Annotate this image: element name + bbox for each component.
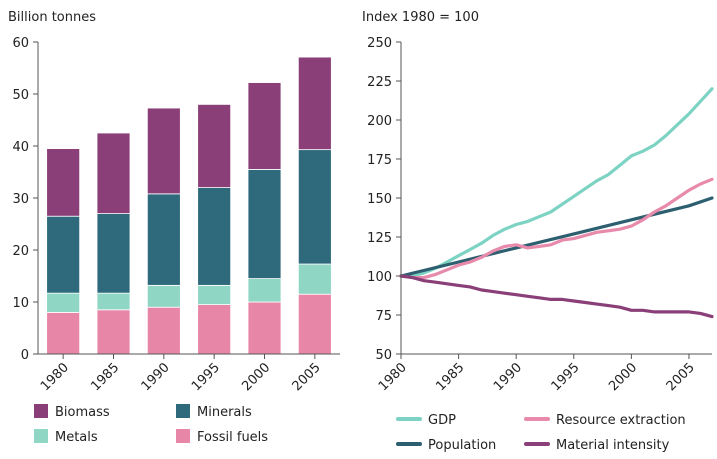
bar-x-tick-label: 1995	[189, 360, 223, 394]
bar-x-tick-label: 2005	[290, 360, 324, 394]
line-x-tick-label: 1990	[491, 360, 525, 394]
legend-label-minerals: Minerals	[197, 405, 252, 420]
line-x-tick-label: 1980	[376, 360, 410, 394]
bar-segment-metals-1985	[96, 292, 131, 311]
bar-y-tick-label: 10	[12, 296, 29, 311]
legend-label-metals: Metals	[55, 430, 98, 445]
bar-segment-fossil-fuels-1990	[146, 306, 181, 355]
bar-x-tick-label: 1990	[139, 360, 173, 394]
bar-y-axis: 0 10 20 30 40 50 60	[12, 36, 38, 363]
bar-segment-fossil-fuels-2000	[247, 301, 282, 355]
bar-segment-metals-1995	[197, 284, 232, 305]
bar-legend: Biomass Minerals Metals Fossil fuels	[34, 404, 268, 445]
bar-segment-minerals-1980	[46, 215, 81, 294]
bar-segment-fossil-fuels-1980	[46, 311, 81, 355]
bar-segment-fossil-fuels-2005	[297, 293, 332, 355]
bar-segment-minerals-2000	[247, 168, 282, 279]
line-population	[399, 196, 714, 278]
bar-y-tick-label: 30	[12, 192, 29, 207]
legend-label-biomass: Biomass	[55, 405, 110, 420]
line-x-tick-label: 2000	[606, 360, 640, 394]
stacked-bar-chart: Billion tonnes 0 10 20 30 40 50 60 1980 1985 199…	[8, 10, 340, 445]
bar-segment-minerals-1995	[197, 187, 232, 286]
bar-segment-metals-2005	[297, 263, 332, 295]
line-y-tick-label: 125	[367, 231, 392, 246]
line-x-tick-label: 1985	[433, 360, 467, 394]
bar-segment-minerals-1985	[96, 213, 131, 294]
line-y-tick-label: 175	[367, 153, 392, 168]
bar-segment-biomass-1980	[46, 148, 81, 217]
bar-segment-metals-1990	[146, 284, 181, 308]
bar-x-axis: 1980 1985 1990 1995 2000 2005	[38, 354, 324, 394]
line-y-tick-label: 100	[367, 270, 392, 285]
bar-segment-biomass-1995	[197, 104, 232, 188]
line-y-tick-label: 150	[367, 192, 392, 207]
legend-label-gdp: GDP	[428, 413, 456, 428]
line-y-tick-label: 225	[367, 75, 392, 90]
line-x-axis: 1980 1985 1990 1995 2000 2005	[376, 354, 698, 394]
line-y-tick-label: 50	[375, 348, 392, 363]
line-x-tick-label: 1995	[549, 360, 583, 394]
legend-label-population: Population	[428, 438, 496, 453]
legend-swatch-biomass	[34, 404, 48, 418]
line-chart-unit-label: Index 1980 = 100	[362, 10, 479, 25]
bar-segment-minerals-1990	[146, 193, 181, 286]
line-y-tick-label: 200	[367, 114, 392, 129]
bar-segment-metals-2000	[247, 278, 282, 303]
line-y-tick-label: 75	[375, 309, 392, 324]
bar-segment-biomass-2005	[297, 56, 332, 151]
bar-x-tick-label: 1980	[38, 360, 72, 394]
index-line-chart: Index 1980 = 100 50 75 100 125 150 175 200 225 2…	[362, 10, 714, 453]
bar-y-tick-label: 60	[12, 36, 29, 51]
legend-label-fossil-fuels: Fossil fuels	[197, 430, 268, 445]
legend-label-material-intensity: Material intensity	[556, 438, 670, 453]
bar-segment-biomass-1985	[96, 132, 131, 214]
legend-label-resource-extraction: Resource extraction	[556, 413, 686, 428]
line-y-tick-label: 250	[367, 36, 392, 51]
bar-segment-biomass-1990	[146, 107, 181, 195]
bar-segment-fossil-fuels-1995	[197, 304, 232, 355]
line-x-tick-label: 2005	[664, 360, 698, 394]
bar-y-tick-label: 40	[12, 140, 29, 155]
bar-segment-metals-1980	[46, 292, 81, 313]
line-y-axis: 50 75 100 125 150 175 200 225 250	[367, 36, 401, 363]
bar-segment-biomass-2000	[247, 82, 282, 170]
line-series	[399, 87, 714, 319]
line-resource-extraction	[399, 177, 714, 280]
line-material-intensity	[399, 274, 714, 319]
bar-y-tick-label: 20	[12, 244, 29, 259]
bar-segment-minerals-2005	[297, 149, 332, 265]
legend-swatch-minerals	[176, 404, 190, 418]
bar-series	[46, 56, 332, 355]
line-legend: GDP Resource extraction Population Material…	[396, 413, 686, 453]
bar-chart-unit-label: Billion tonnes	[8, 10, 96, 25]
line-gdp	[399, 87, 714, 278]
bar-segment-fossil-fuels-1985	[96, 309, 131, 355]
bar-x-tick-label: 2000	[239, 360, 273, 394]
bar-y-tick-label: 0	[21, 348, 29, 363]
bar-x-tick-label: 1985	[88, 360, 122, 394]
bar-y-tick-label: 50	[12, 88, 29, 103]
legend-swatch-fossil-fuels	[176, 429, 190, 443]
legend-swatch-metals	[34, 429, 48, 443]
